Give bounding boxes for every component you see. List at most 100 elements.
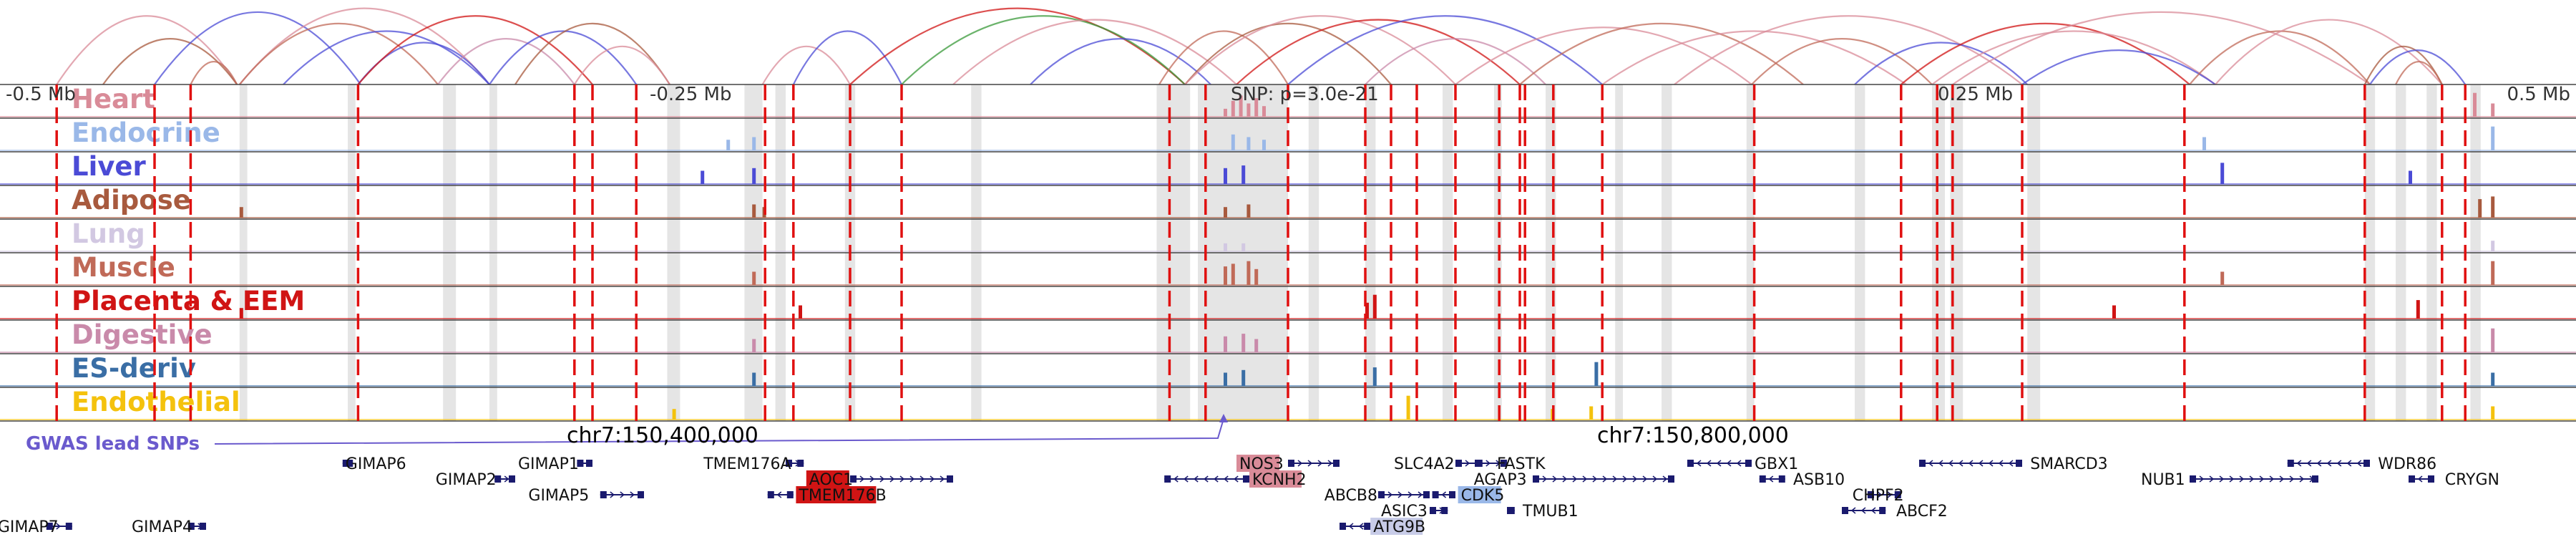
interaction-arc <box>1184 22 1392 85</box>
interaction-arc <box>56 15 238 85</box>
gene-exon <box>509 475 515 483</box>
strand-arrow <box>2346 460 2352 467</box>
interaction-arc <box>2369 49 2467 85</box>
signal-peak <box>2416 300 2420 319</box>
gene-label: GIMAP5 <box>528 487 589 505</box>
gene-label: NOS3 <box>1239 455 1284 473</box>
gene-exon <box>1432 491 1439 498</box>
gene-exon <box>2363 460 2370 467</box>
interaction-arc <box>2363 45 2443 85</box>
strand-arrow <box>1652 475 1658 483</box>
interaction-arc <box>238 7 490 85</box>
axis-tick-label: -0.5 Mb <box>6 84 76 105</box>
strand-arrow <box>2289 475 2295 483</box>
strand-arrow <box>1968 460 1974 467</box>
gene-exon <box>947 475 953 483</box>
strand-arrow <box>1887 491 1893 498</box>
gene-exon <box>1759 475 1766 483</box>
strand-arrow <box>1928 460 1933 467</box>
strand-arrow <box>1562 475 1568 483</box>
gene-highlight-box <box>1370 518 1423 535</box>
signal-peak <box>1254 98 1259 117</box>
signal-peak <box>1231 100 1235 117</box>
signal-peak <box>1254 268 1259 285</box>
axis-tick-label: 0.25 Mb <box>1938 84 2013 105</box>
strand-arrow <box>1938 460 1943 467</box>
gene-exon <box>1364 523 1371 530</box>
gene-label: WDR86 <box>2378 455 2436 473</box>
gene-label: SLC4A2 <box>1394 455 1455 473</box>
signal-peak <box>239 207 243 218</box>
signal-peak <box>1246 204 1251 218</box>
gene-label: TMEM176A <box>703 455 791 473</box>
gene-label: GIMAP7 <box>0 518 59 536</box>
signal-peak <box>752 168 756 184</box>
gene-exon <box>1894 491 1901 498</box>
gene-label: ASIC3 <box>1381 503 1428 521</box>
interaction-arc <box>2215 19 2443 85</box>
strand-arrow <box>1348 523 1354 530</box>
gene-exon <box>200 523 206 530</box>
position-axis: -0.5 Mb -0.25 Mb 0.25 Mb 0.5 Mb SNP: p=3.0e-… <box>6 84 2570 105</box>
signal-peak <box>1224 372 1227 386</box>
snp-label: SNP: p=3.0e-21 <box>1231 84 1379 105</box>
gene-label: FASTK <box>1497 455 1546 473</box>
track-label: Adipose <box>72 185 191 216</box>
signal-peak <box>1372 367 1377 386</box>
gene-exon <box>1455 460 1462 467</box>
signal-peak <box>1241 243 1246 251</box>
strand-arrow <box>2239 475 2245 483</box>
strand-arrow <box>2336 460 2342 467</box>
signal-peak <box>2473 92 2477 117</box>
gene-exon <box>1340 523 1346 530</box>
strand-arrow <box>2269 475 2275 483</box>
strand-arrow <box>504 475 509 483</box>
strand-arrow <box>1317 460 1323 467</box>
gene-label: ABCB8 <box>1324 487 1377 505</box>
gene-exon <box>1333 460 1340 467</box>
strand-arrow <box>1768 475 1774 483</box>
strand-arrow <box>1496 460 1501 467</box>
track-label: ES-deriv <box>72 353 196 384</box>
gene-exon <box>1423 491 1430 498</box>
strand-arrow <box>940 475 945 483</box>
strand-arrow <box>1441 491 1447 498</box>
strand-arrow <box>1716 460 1722 467</box>
gene-exon <box>1441 507 1448 514</box>
strand-arrow <box>1602 475 1608 483</box>
gene-exon <box>65 523 72 530</box>
strand-arrow <box>1358 523 1364 530</box>
interaction-arc <box>489 30 638 85</box>
signal-peak <box>1241 369 1246 386</box>
strand-arrow <box>1327 460 1333 467</box>
strand-arrow <box>930 475 935 483</box>
strand-arrow <box>1726 460 1732 467</box>
strand-arrow <box>1642 475 1648 483</box>
strand-arrow <box>1877 491 1883 498</box>
signal-peak <box>1262 106 1266 117</box>
coordinate-label: chr7:150,400,000 <box>567 423 758 448</box>
signal-peak <box>2491 328 2495 352</box>
gene-exon <box>1919 460 1926 467</box>
signal-peak <box>726 140 731 150</box>
gene-label: CHPF2 <box>1853 487 1904 505</box>
track-label: Liver <box>72 151 146 182</box>
signal-peak <box>1224 168 1227 184</box>
strand-arrow <box>1407 491 1413 498</box>
signal-peak <box>1231 134 1235 150</box>
gene-exon <box>1745 460 1752 467</box>
strand-arrow <box>919 475 925 483</box>
gene-highlight-box <box>1249 470 1302 488</box>
interaction-arc <box>1751 38 1933 85</box>
gene-label: GIMAP6 <box>346 455 406 473</box>
strand-arrow <box>1387 491 1393 498</box>
signal-peak <box>2478 199 2482 218</box>
gene-exon <box>2287 460 2294 467</box>
strand-arrow <box>879 475 885 483</box>
gene-exon <box>494 475 502 483</box>
interaction-arc <box>573 45 670 85</box>
strand-arrow <box>2316 460 2322 467</box>
coordinate-label: chr7:150,800,000 <box>1597 423 1789 448</box>
strand-arrow <box>859 475 865 483</box>
